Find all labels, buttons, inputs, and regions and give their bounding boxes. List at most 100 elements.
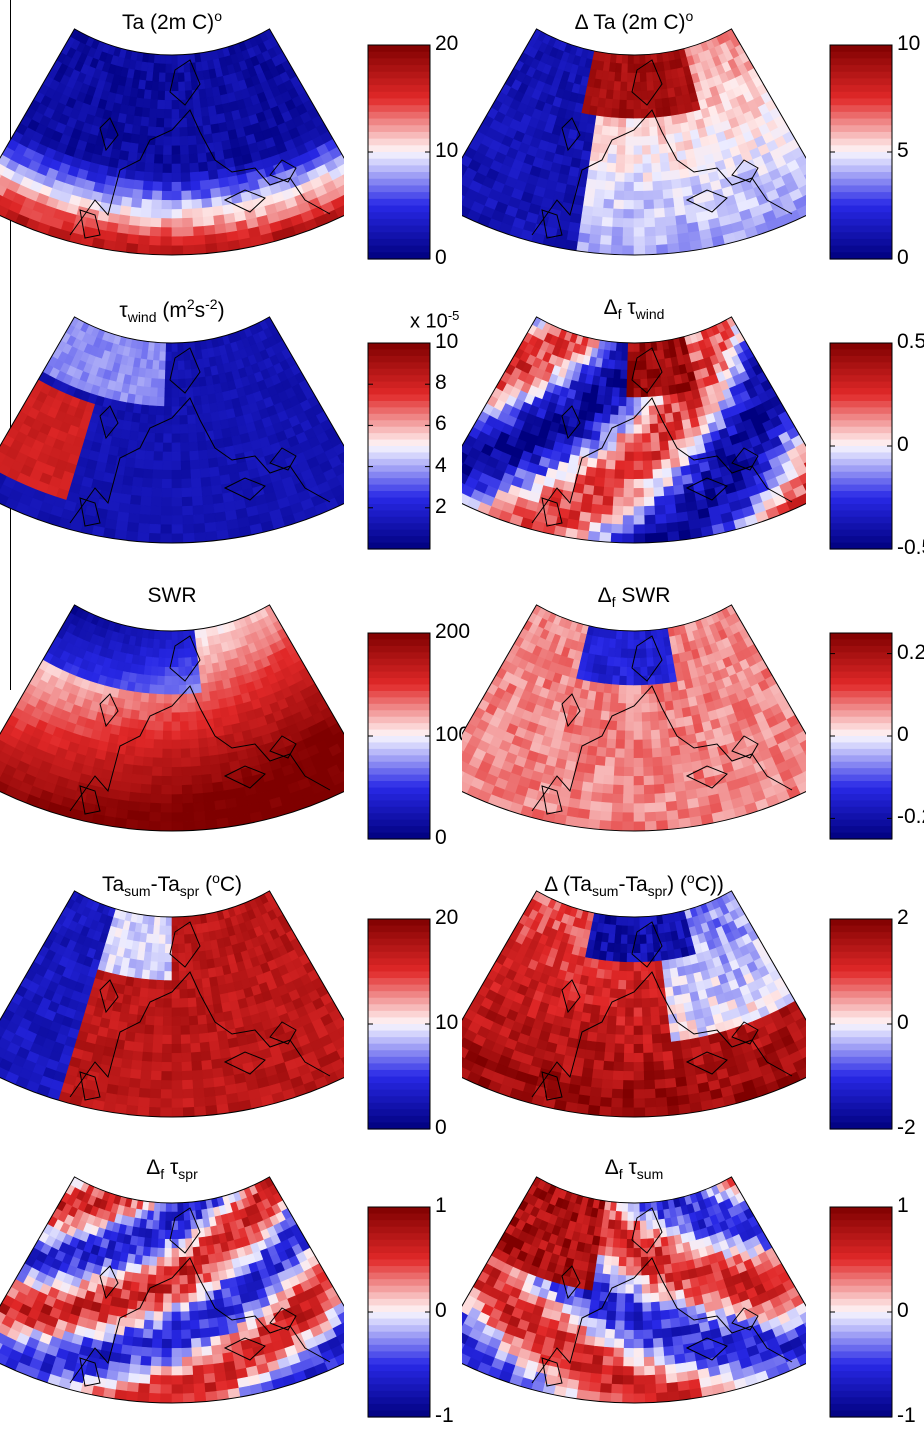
map-outline [0, 604, 344, 832]
heatmap-cell [607, 71, 616, 82]
colorbar-band [830, 510, 892, 518]
colorbar-band [368, 710, 430, 718]
heatmap-cell [150, 666, 159, 677]
heatmap-cell [189, 450, 200, 461]
heatmap-cell [208, 745, 220, 757]
colorbar-band [830, 478, 892, 486]
heatmap-cell [183, 638, 191, 650]
heatmap-cell [664, 791, 678, 803]
heatmap-cell [633, 478, 645, 489]
heatmap-cell [614, 172, 626, 183]
heatmap-cell [584, 475, 596, 487]
heatmap-cell [118, 502, 131, 514]
heatmap-cell [204, 809, 218, 821]
heatmap-cell [643, 766, 655, 777]
heatmap-cell [151, 81, 160, 92]
heatmap-cell [615, 53, 623, 65]
title-part-sup: 2 [186, 296, 195, 312]
heatmap-cell [154, 721, 164, 732]
colorbar-band [368, 111, 430, 120]
heatmap-cell [160, 236, 173, 247]
heatmap-cell [626, 397, 635, 407]
heatmap-cell [664, 782, 676, 794]
heatmap-cell [674, 205, 687, 217]
heatmap-cell [180, 739, 191, 750]
colorbar-band [368, 232, 430, 240]
colorbar-band [830, 252, 892, 260]
heatmap-cell [621, 63, 629, 74]
colorbar-band [368, 433, 430, 441]
colorbar-band [368, 212, 430, 220]
colorbar-band [830, 523, 892, 531]
heatmap-cell [142, 180, 154, 192]
map-ta [0, 28, 344, 256]
heatmap-cell [134, 394, 144, 406]
heatmap-cell [148, 693, 158, 704]
colorbar-band [368, 420, 430, 428]
heatmap-cell [602, 495, 614, 507]
panel-tau-wind: τwind (m2s-2) 2 4 6 8 10 x 10-5 [0, 288, 462, 574]
heatmap-cell [618, 108, 628, 119]
heatmap-cell [626, 685, 635, 695]
heatmap-cells [0, 28, 344, 255]
coastline [631, 59, 663, 106]
heatmap-cell [633, 172, 644, 183]
heatmap-cell [607, 153, 618, 164]
heatmap-cell [616, 145, 626, 156]
heatmap-cell [141, 107, 151, 118]
heatmap-cell [577, 232, 591, 244]
heatmap-cell [132, 115, 143, 127]
heatmap-cell [214, 799, 227, 811]
colorbar-band [830, 439, 892, 447]
heatmap-cell [153, 53, 161, 65]
heatmap-cell [180, 730, 190, 741]
heatmap-cell [171, 657, 180, 668]
heatmap-cell [633, 776, 645, 786]
heatmap-cell [153, 739, 164, 750]
heatmap-cell [119, 781, 132, 793]
heatmap-cell [171, 433, 181, 444]
heatmap-cell [156, 684, 166, 695]
heatmap-cell [626, 100, 635, 110]
heatmap-cell [633, 748, 644, 759]
heatmap-cell [181, 784, 194, 795]
coastline [269, 735, 297, 759]
heatmap-cell [178, 81, 186, 92]
heatmap-cell [199, 755, 211, 767]
heatmap-cell [619, 387, 628, 398]
heatmap-cell [622, 812, 635, 823]
heatmap-cell [171, 227, 184, 238]
heatmap-cell [642, 163, 653, 174]
heatmap-cell [802, 479, 806, 494]
heatmap-cell [156, 117, 165, 128]
heatmap-cell [149, 684, 158, 695]
panel-title: Δ Ta (2m C)o [462, 8, 806, 35]
heatmap-cell [164, 388, 173, 398]
heatmap-cell [177, 630, 185, 641]
coastline [223, 477, 266, 501]
heatmap-cell [142, 756, 154, 768]
heatmap-cell [122, 475, 134, 487]
colorbar-tick-label: 4 [435, 453, 447, 477]
heatmap-cell [633, 200, 645, 210]
heatmap-cell [148, 117, 158, 128]
heatmap-cell [660, 458, 672, 470]
heatmap-cell [610, 820, 624, 831]
colorbar-band [830, 497, 892, 505]
heatmap-cell [137, 244, 150, 255]
heatmap-cell [183, 350, 191, 362]
heatmap-cell [144, 162, 155, 173]
heatmap-cell [602, 404, 612, 416]
heatmap-cell [160, 794, 173, 805]
heatmap-cell [192, 386, 202, 397]
heatmap-cell [155, 712, 165, 723]
heatmap-cell [580, 438, 592, 450]
heatmap-cell [213, 502, 226, 514]
heatmap-cell [210, 763, 222, 775]
heatmap-cell [624, 154, 635, 165]
heatmap-cell [192, 207, 204, 219]
heatmap-cell [128, 430, 140, 442]
panel-title: Ta (2m C)o [0, 8, 344, 35]
heatmap-cell [644, 793, 656, 804]
